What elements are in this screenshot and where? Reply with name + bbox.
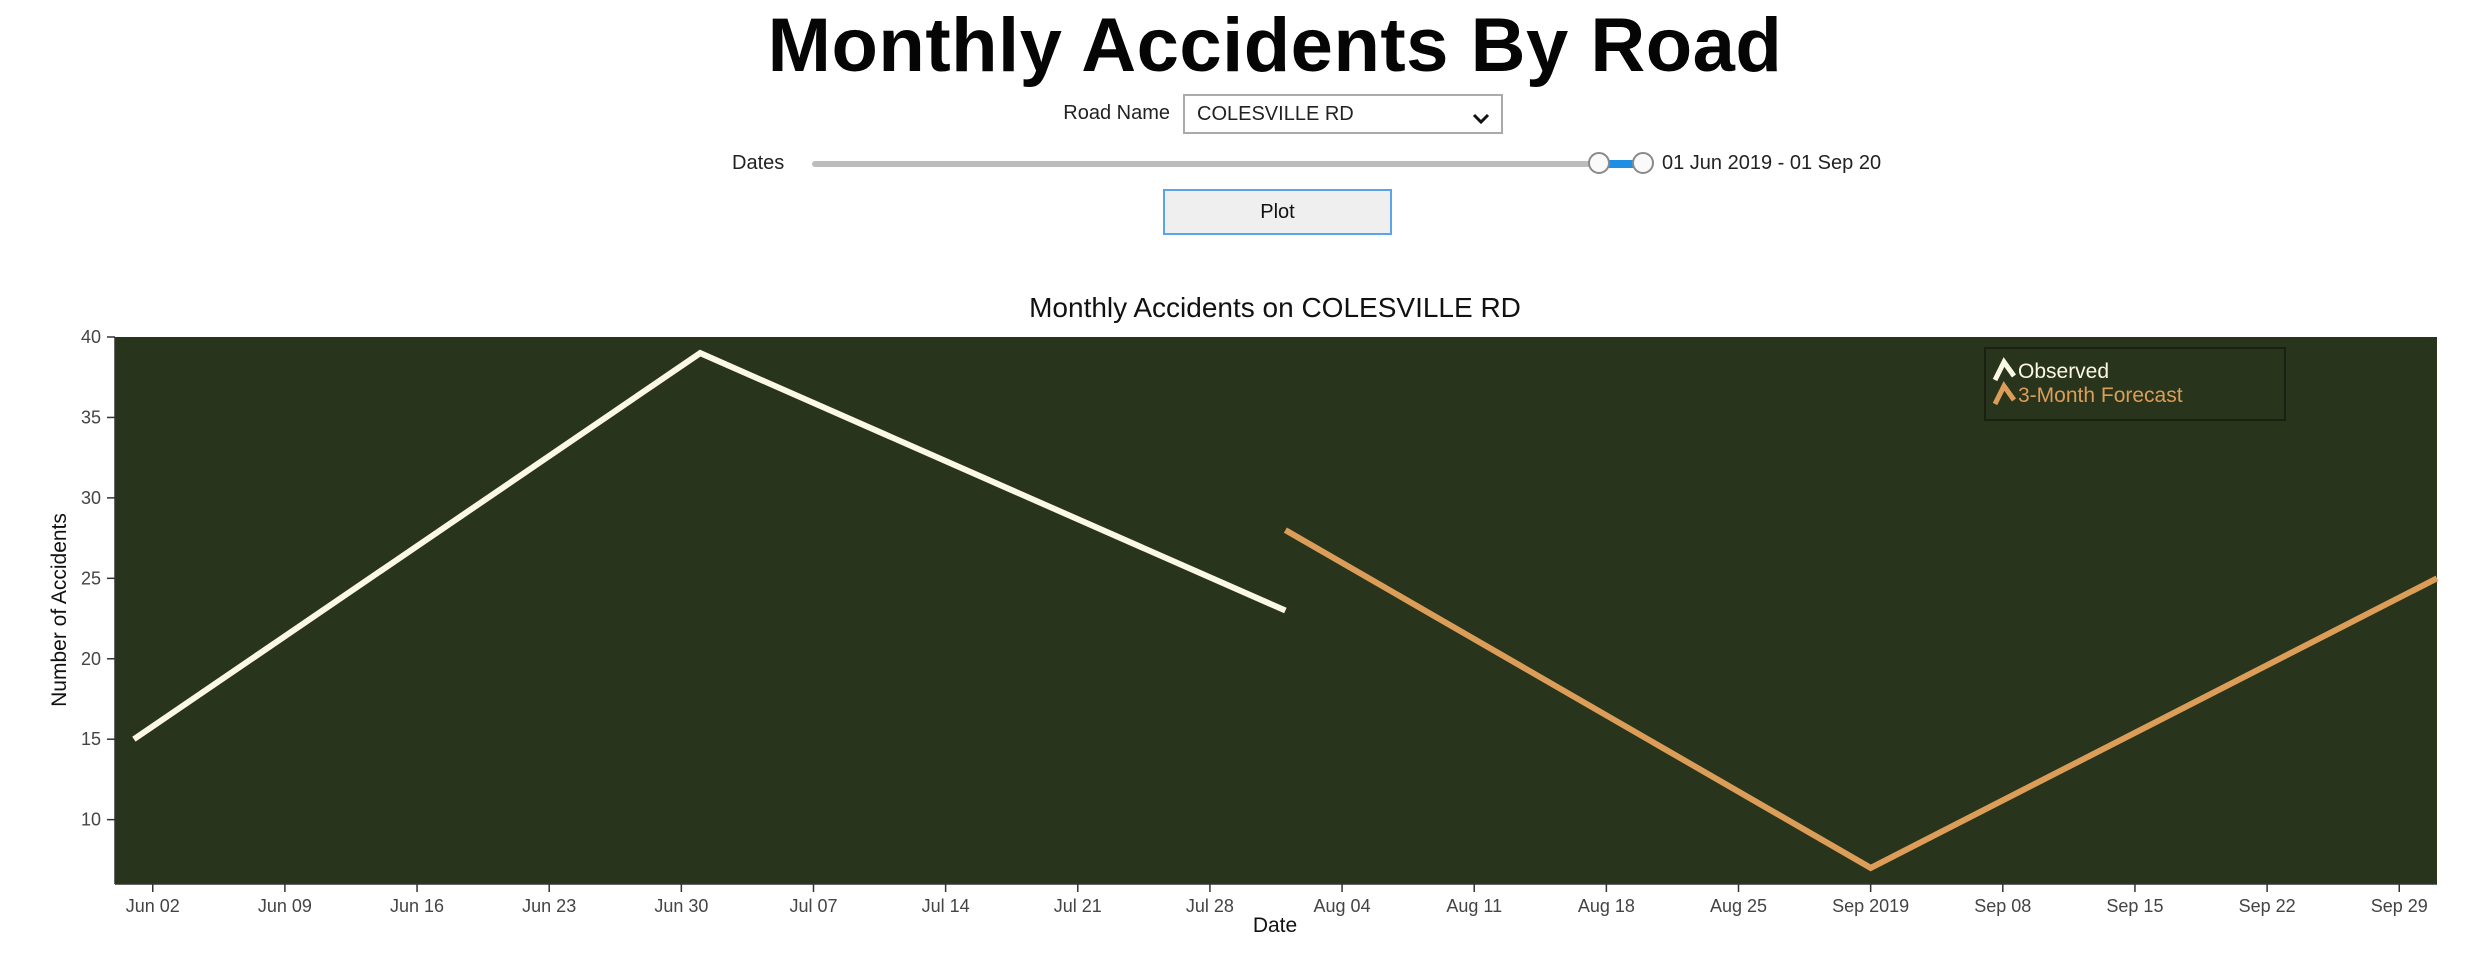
- legend-label: 3-Month Forecast: [2018, 384, 2183, 407]
- x-tick-label: Jun 09: [258, 896, 312, 916]
- legend-label: Observed: [2018, 360, 2109, 383]
- y-tick-label: 15: [81, 729, 101, 749]
- page-title: Monthly Accidents By Road: [767, 3, 1783, 88]
- x-tick-label: Jul 28: [1186, 896, 1234, 916]
- x-tick-label: Sep 22: [2239, 896, 2296, 916]
- x-tick-label: Jun 23: [522, 896, 576, 916]
- legend-line-icon: [1992, 381, 2017, 406]
- y-axis: 10 15 20 25 30 35 40: [81, 327, 116, 884]
- legend-box: [1984, 347, 2286, 421]
- x-tick-label: Aug 04: [1314, 896, 1371, 916]
- x-tick-label: Jul 14: [922, 896, 970, 916]
- y-tick-label: 25: [81, 568, 101, 588]
- y-tick-label: 30: [81, 488, 101, 508]
- chart-legend: Observed 3-Month Forecast: [1984, 347, 2286, 421]
- x-tick-label: Sep 29: [2371, 896, 2428, 916]
- y-tick-label: 10: [81, 810, 101, 830]
- plot-area: [115, 337, 2437, 884]
- series-line-0: [132, 349, 1287, 742]
- y-tick-label: 35: [81, 407, 101, 427]
- accidents-chart: Monthly Accidents on COLESVILLE RD 10 15 2…: [48, 292, 2439, 937]
- y-tick-label: 20: [81, 649, 101, 669]
- x-tick-label: Sep 2019: [1832, 896, 1909, 916]
- x-tick-label: Aug 25: [1710, 896, 1767, 916]
- date-range-start-handle[interactable]: [1588, 152, 1610, 174]
- date-range-selected: [1600, 160, 1642, 168]
- x-tick-label: Jun 16: [390, 896, 444, 916]
- x-tick-label: Jun 02: [126, 896, 180, 916]
- date-range-readout: 01 Jun 2019 - 01 Sep 20: [1662, 152, 1882, 174]
- date-range-end-handle[interactable]: [1632, 152, 1654, 174]
- date-range-slider-track[interactable]: [812, 161, 1642, 167]
- x-tick-label: Jul 07: [789, 896, 837, 916]
- chart-title: Monthly Accidents on COLESVILLE RD: [1029, 292, 1521, 323]
- x-tick-label: Jun 30: [654, 896, 708, 916]
- y-tick-label: 40: [81, 327, 101, 347]
- x-tick-label: Aug 18: [1578, 896, 1635, 916]
- x-axis-label: Date: [1253, 914, 1297, 937]
- x-tick-label: Sep 08: [1974, 896, 2031, 916]
- series-layer: [132, 349, 2439, 872]
- x-tick-label: Aug 11: [1446, 896, 1502, 916]
- y-axis-label: Number of Accidents: [48, 513, 71, 707]
- plot-button[interactable]: Plot: [1163, 189, 1392, 235]
- road-name-label: Road Name: [1063, 102, 1170, 124]
- x-axis: Jun 02 Jun 09 Jun 16 Jun 23 Jun 30 Jul 07 Jul …: [115, 883, 2437, 916]
- road-name-value: COLESVILLE RD: [1197, 103, 1354, 125]
- legend-line-icon: [1992, 357, 2017, 382]
- x-tick-label: Jul 21: [1054, 896, 1102, 916]
- chevron-down-icon: [1471, 105, 1491, 141]
- series-line-1: [1283, 527, 2439, 872]
- x-tick-label: Sep 15: [2106, 896, 2163, 916]
- dates-label: Dates: [732, 152, 785, 174]
- road-name-select[interactable]: COLESVILLE RD: [1183, 94, 1503, 134]
